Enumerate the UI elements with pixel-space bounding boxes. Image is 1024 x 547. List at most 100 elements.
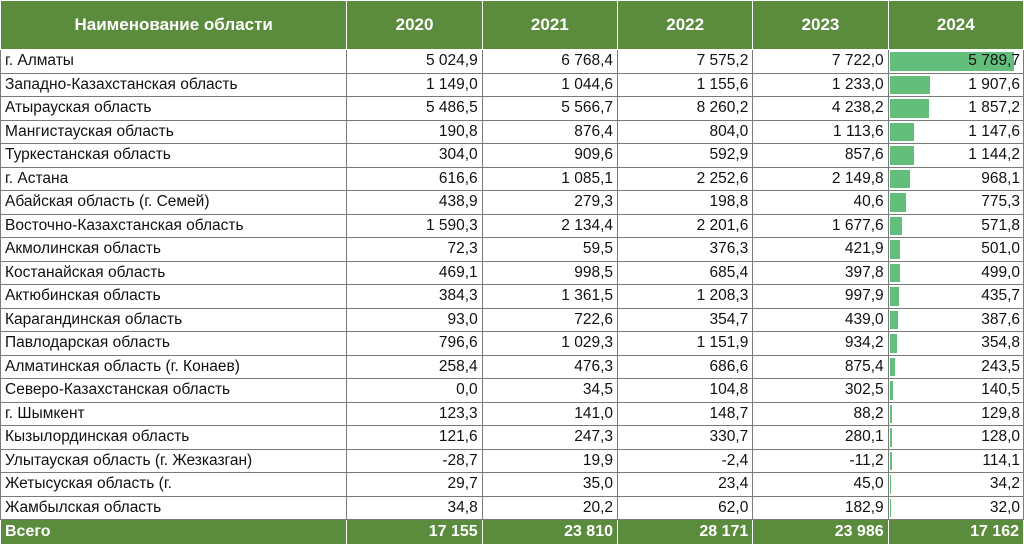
value-2022: 23,4	[616, 472, 754, 497]
total-label: Всего	[0, 519, 348, 545]
value-2022: 2 201,6	[616, 213, 754, 238]
value-2020: 29,7	[346, 472, 483, 497]
value-2020: 0,0	[346, 378, 483, 403]
data-bar	[889, 169, 911, 188]
region-name: Атырауская область	[0, 96, 348, 121]
data-bar	[889, 287, 899, 306]
table-row: Алматинская область (г. Конаев) 258,4 476,…	[0, 354, 1024, 379]
table-row: Акмолинская область 72,3 59,5 376,3 421,9 501…	[0, 237, 1024, 262]
value-2023: 997,9	[752, 284, 889, 309]
value-2024-cell: 387,6	[887, 307, 1024, 332]
value-2023: 1 113,6	[752, 119, 889, 144]
value-2024: 32,0	[989, 498, 1020, 516]
table-row: Актюбинская область 384,3 1 361,5 1 208,3 99…	[0, 284, 1024, 309]
header-year: 2021	[481, 0, 619, 50]
region-name: Жетысуская область (г.	[0, 472, 348, 497]
value-2021: 1 044,6	[481, 72, 619, 97]
value-2021: 5 566,7	[481, 96, 619, 121]
header-row: Наименование области 2020 2021 2022 2023 202…	[0, 0, 1024, 50]
value-2022: 685,4	[616, 260, 754, 285]
table-row: Жамбылская область 34,8 20,2 62,0 182,9 32,0	[0, 495, 1024, 520]
value-2022: 104,8	[616, 378, 754, 403]
table-body: г. Алматы 5 024,9 6 768,4 7 575,2 7 722,0 5 7…	[0, 49, 1024, 520]
value-2020: 72,3	[346, 237, 483, 262]
value-2020: 123,3	[346, 401, 483, 426]
total-2024: 17 162	[887, 519, 1024, 545]
data-bar	[889, 451, 893, 470]
data-bar	[889, 334, 898, 353]
value-2020: 190,8	[346, 119, 483, 144]
value-2022: 376,3	[616, 237, 754, 262]
value-2024-cell: 499,0	[887, 260, 1024, 285]
value-2023: 4 238,2	[752, 96, 889, 121]
value-2024: 1 144,2	[968, 146, 1020, 164]
value-2024: 435,7	[981, 287, 1020, 305]
value-2023: 934,2	[752, 331, 889, 356]
value-2022: 1 151,9	[616, 331, 754, 356]
total-2021: 23 810	[481, 519, 619, 545]
value-2020: 1 590,3	[346, 213, 483, 238]
table-row: Жетысуская область (г. 29,7 35,0 23,4 45,0 34…	[0, 472, 1024, 497]
value-2022: 1 155,6	[616, 72, 754, 97]
region-name: г. Алматы	[0, 49, 348, 74]
value-2024-cell: 34,2	[887, 472, 1024, 497]
value-2022: 804,0	[616, 119, 754, 144]
value-2022: 8 260,2	[616, 96, 754, 121]
value-2022: 62,0	[616, 495, 754, 520]
value-2023: 88,2	[752, 401, 889, 426]
header-year: 2020	[346, 0, 483, 50]
value-2021: 34,5	[481, 378, 619, 403]
total-2023: 23 986	[752, 519, 889, 545]
data-bar	[889, 146, 915, 165]
value-2024: 968,1	[981, 169, 1020, 187]
value-2021: 2 134,4	[481, 213, 619, 238]
value-2022: 354,7	[616, 307, 754, 332]
value-2023: 302,5	[752, 378, 889, 403]
region-name: Жамбылская область	[0, 495, 348, 520]
table-row: Абайская область (г. Семей) 438,9 279,3 198…	[0, 190, 1024, 215]
value-2022: 2 252,6	[616, 166, 754, 191]
region-name: Мангистауская область	[0, 119, 348, 144]
value-2021: 19,9	[481, 448, 619, 473]
value-2023: 875,4	[752, 354, 889, 379]
value-2020: 438,9	[346, 190, 483, 215]
value-2021: 35,0	[481, 472, 619, 497]
value-2024-cell: 1 147,6	[887, 119, 1024, 144]
value-2021: 1 029,3	[481, 331, 619, 356]
value-2021: 1 085,1	[481, 166, 619, 191]
value-2021: 6 768,4	[481, 49, 619, 74]
value-2024-cell: 243,5	[887, 354, 1024, 379]
table-row: Павлодарская область 796,6 1 029,3 1 151,9 9…	[0, 331, 1024, 356]
header-name: Наименование области	[0, 0, 348, 50]
value-2024: 501,0	[981, 240, 1020, 258]
value-2024-cell: 32,0	[887, 495, 1024, 520]
value-2024-cell: 968,1	[887, 166, 1024, 191]
header-year: 2023	[752, 0, 889, 50]
value-2020: 304,0	[346, 143, 483, 168]
region-name: Кызылординская область	[0, 425, 348, 450]
table-header: Наименование области 2020 2021 2022 2023 202…	[0, 0, 1024, 50]
region-name: Западно-Казахстанская область	[0, 72, 348, 97]
value-2024-cell: 1 144,2	[887, 143, 1024, 168]
region-name: Актюбинская область	[0, 284, 348, 309]
value-2021: 247,3	[481, 425, 619, 450]
table-row: Кызылординская область 121,6 247,3 330,7 280…	[0, 425, 1024, 450]
value-2023: -11,2	[752, 448, 889, 473]
value-2020: 5 024,9	[346, 49, 483, 74]
value-2021: 998,5	[481, 260, 619, 285]
data-bar	[889, 404, 893, 423]
value-2023: 1 677,6	[752, 213, 889, 238]
data-bar	[889, 193, 907, 212]
value-2024: 571,8	[981, 216, 1020, 234]
table-row: Западно-Казахстанская область 1 149,0 1 04…	[0, 72, 1024, 97]
value-2024-cell: 129,8	[887, 401, 1024, 426]
value-2024-cell: 114,1	[887, 448, 1024, 473]
value-2020: 384,3	[346, 284, 483, 309]
value-2022: -2,4	[616, 448, 754, 473]
value-2024-cell: 571,8	[887, 213, 1024, 238]
value-2023: 439,0	[752, 307, 889, 332]
table-row: Северо-Казахстанская область 0,0 34,5 104,8…	[0, 378, 1024, 403]
region-name: Павлодарская область	[0, 331, 348, 356]
value-2022: 198,8	[616, 190, 754, 215]
value-2023: 857,6	[752, 143, 889, 168]
